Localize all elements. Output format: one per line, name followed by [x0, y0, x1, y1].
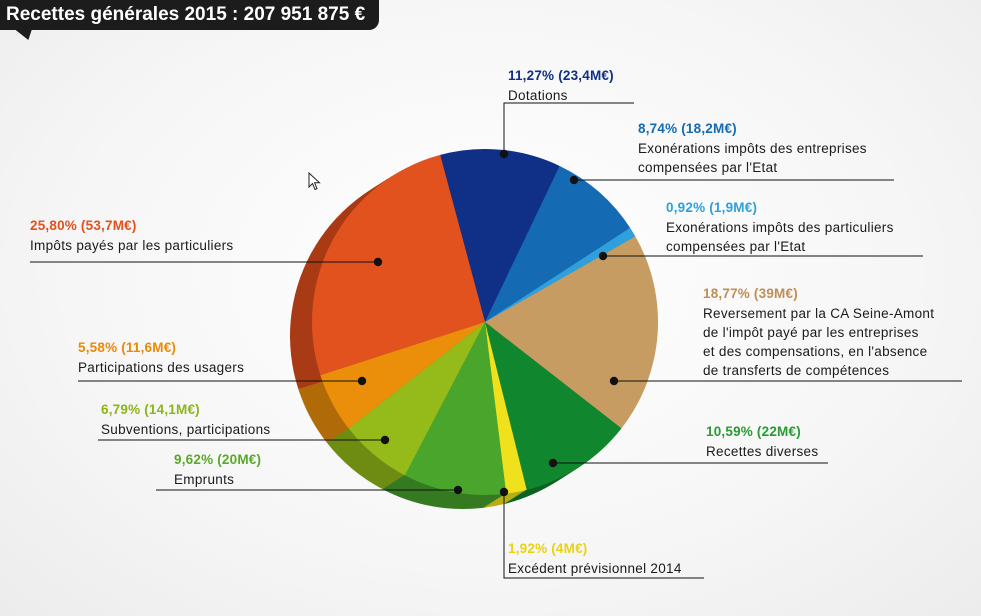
slice-percent-label: 1,92% (4M€) [508, 541, 587, 556]
slice-percent-label: 0,92% (1,9M€) [666, 200, 757, 215]
pie-slice [404, 322, 507, 495]
slice-category-label: Excédent prévisionnel 2014 [508, 561, 682, 576]
pie-slice [320, 322, 485, 429]
slice-category-label: Exonérations impôts des entreprises [638, 141, 867, 156]
slice-category-label: Participations des usagers [78, 360, 244, 375]
slice-percent-label: 5,58% (11,6M€) [78, 340, 176, 355]
slice-percent-label: 18,77% (39M€) [703, 286, 798, 301]
callout: 5,58% (11,6M€) Participations des usagers [78, 340, 367, 386]
pie-slice [312, 154, 485, 376]
leader-dot [598, 251, 608, 261]
callout: 8,74% (18,2M€) Exonérations impôts des en… [569, 121, 894, 185]
leader-dot [499, 149, 509, 159]
slice-category-label: Impôts payés par les particuliers [30, 238, 233, 253]
slice-category-label: Dotations [508, 88, 568, 103]
slice-percent-label: 6,79% (14,1M€) [101, 402, 200, 417]
slice-category-label: Reversement par la CA Seine-Amont [703, 306, 934, 321]
leader-dot [499, 487, 509, 497]
pie-slice [485, 322, 622, 490]
slice-percent-label: 10,59% (22M€) [706, 424, 801, 439]
callout: 1,92% (4M€) Excédent prévisionnel 2014 [499, 487, 704, 579]
leader-dot [569, 175, 579, 185]
pie-slices [312, 148, 659, 495]
pie-slice [485, 165, 631, 322]
callout: 0,92% (1,9M€) Exonérations impôts des par… [598, 200, 923, 261]
slice-category-label: Exonérations impôts des particuliers [666, 220, 894, 235]
slice-percent-label: 11,27% (23,4M€) [508, 68, 614, 83]
slice-percent-label: 9,62% (20M€) [174, 452, 261, 467]
callout: 6,79% (14,1M€) Subventions, participation… [98, 402, 390, 445]
mouse-cursor-icon [308, 172, 321, 191]
slice-category-label: Subventions, participations [101, 422, 270, 437]
callout: 10,59% (22M€) Recettes diverses [548, 424, 828, 468]
slice-category-label: et des compensations, en l'absence [703, 344, 927, 359]
slice-category-label: compensées par l'Etat [638, 160, 777, 175]
leader-dot [380, 435, 390, 445]
leader-line [503, 492, 704, 579]
slice-category-label: de l'impôt payé par les entreprises [703, 325, 919, 340]
chart-title: Recettes générales 2015 : 207 951 875 € [0, 0, 380, 30]
callout: 18,77% (39M€) Reversement par la CA Seine… [609, 286, 962, 386]
leader-dot [609, 376, 619, 386]
pie-slice [485, 322, 527, 494]
leader-dot [548, 458, 558, 468]
slice-percent-label: 8,74% (18,2M€) [638, 121, 737, 136]
slice-category-label: Emprunts [174, 472, 234, 487]
leader-line [503, 102, 634, 154]
callout: 11,27% (23,4M€) Dotations [499, 68, 634, 159]
callouts: 11,27% (23,4M€) Dotations 8,74% (18,2M€) Ex… [30, 68, 962, 579]
slice-category-label: de transferts de compétences [703, 363, 889, 378]
leader-dot [373, 257, 383, 267]
leader-dot [453, 485, 463, 495]
pie-slice [440, 148, 560, 322]
leader-dot [357, 376, 367, 386]
slice-category-label: Recettes diverses [706, 444, 818, 459]
slice-category-label: compensées par l'Etat [666, 239, 805, 254]
callout: 25,80% (53,7M€) Impôts payés par les part… [30, 218, 383, 267]
pie-slice [485, 227, 636, 322]
callout: 9,62% (20M€) Emprunts [156, 452, 463, 495]
slice-percent-label: 25,80% (53,7M€) [30, 218, 137, 233]
